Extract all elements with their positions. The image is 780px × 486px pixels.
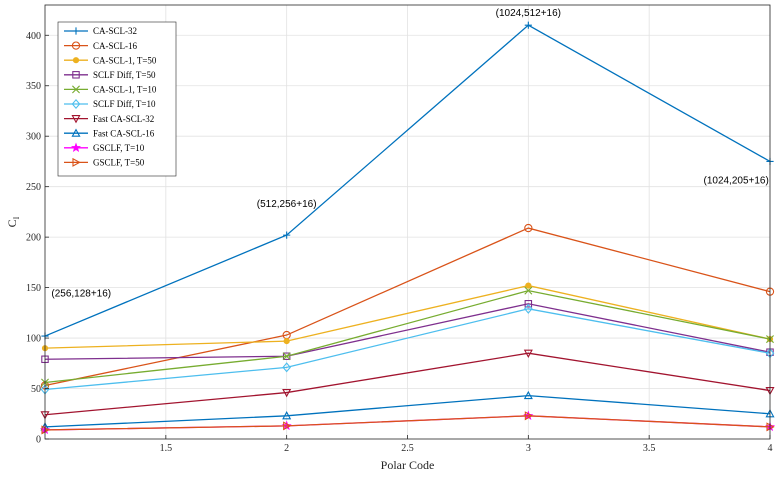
legend-marker [72, 71, 80, 79]
legend-label: GSCLF, T=10 [93, 143, 145, 153]
legend-item: GSCLF, T=50 [64, 158, 145, 168]
annotation-label: (512,256+16) [257, 199, 317, 210]
legend-marker [71, 98, 81, 110]
y-tick-label: 400 [26, 31, 41, 42]
series-line [44, 303, 771, 360]
series-line [44, 284, 771, 349]
x-tick-label: 2.5 [401, 443, 414, 454]
series-line [44, 289, 771, 384]
legend-label: CA-SCL-1, T=50 [93, 55, 157, 65]
legend-marker [71, 41, 81, 50]
legend-marker [72, 57, 80, 64]
axis-ticks: 1.5 2 2.5 3 3.5 4 0 50 100 150 200 250 300 350 400 [26, 31, 773, 454]
x-tick-label: 3.5 [643, 443, 656, 454]
legend-label: Fast CA-SCL-16 [93, 128, 155, 138]
legend-marker [72, 85, 80, 94]
y-tick-label: 0 [36, 435, 41, 446]
legend-label: CA-SCL-16 [93, 41, 138, 51]
y-tick-label: 200 [26, 233, 41, 244]
annotation-label: (256,128+16) [51, 289, 111, 300]
legend: CA-SCL-32 CA-SCL-16 CA-SCL-1, T=50 SCLF Dif… [57, 21, 177, 177]
legend-marker [72, 157, 81, 167]
data-point [283, 337, 290, 345]
data-point [282, 389, 292, 398]
y-tick-label: 350 [26, 81, 41, 92]
y-tick-label: 150 [26, 283, 41, 294]
data-point [282, 362, 291, 373]
legend-marker [72, 27, 80, 35]
legend-marker [71, 115, 81, 124]
data-point [523, 349, 533, 358]
legend-marker [71, 128, 81, 137]
data-point [524, 223, 533, 233]
legend-item: SCLF Diff, T=50 [64, 70, 156, 80]
data-point [283, 231, 291, 239]
legend-item: GSCLF, T=10 [64, 142, 145, 153]
data-point [282, 411, 292, 420]
annotation-label: (1024,512+16) [496, 8, 561, 19]
y-axis-label-main: C [5, 219, 19, 227]
x-axis-label: Polar Code [381, 458, 435, 472]
y-tick-label: 50 [31, 384, 41, 395]
x-tick-label: 4 [768, 443, 773, 454]
legend-item: CA-SCL-32 [64, 26, 137, 36]
data-point [524, 286, 533, 295]
series-line [44, 415, 771, 431]
y-axis-label-subscript: I [12, 216, 21, 219]
x-tick-label: 1.5 [160, 443, 173, 454]
annotations: (256,128+16) (512,256+16) (1024,512+16) (10… [51, 8, 768, 300]
legend-item: Fast CA-SCL-32 [64, 114, 154, 124]
series-5 [40, 303, 775, 395]
series-line [44, 394, 771, 428]
series-line [44, 352, 771, 416]
legend-label: SCLF Diff, T=50 [93, 70, 156, 80]
x-tick-label: 3 [526, 443, 531, 454]
data-point [283, 421, 292, 431]
legend-item: Fast CA-SCL-16 [64, 128, 155, 138]
legend-label: GSCLF, T=50 [93, 158, 145, 168]
data-point [524, 303, 533, 314]
series-line [44, 227, 771, 387]
legend-label: CA-SCL-32 [93, 26, 137, 36]
data-point [282, 352, 291, 361]
data-point [525, 282, 532, 289]
legend-label: CA-SCL-1, T=10 [93, 85, 157, 95]
legend-item: CA-SCL-16 [64, 41, 138, 51]
series-line [44, 308, 771, 391]
legend-marker [71, 142, 81, 153]
y-axis-label: CI [5, 216, 21, 227]
y-tick-label: 300 [26, 132, 41, 143]
legend-label: SCLF Diff, T=10 [93, 99, 156, 109]
data-point [524, 411, 534, 421]
legend-label: Fast CA-SCL-32 [93, 114, 154, 124]
legend-item: CA-SCL-1, T=10 [64, 85, 157, 95]
legend-item: CA-SCL-1, T=50 [64, 55, 157, 65]
y-tick-label: 100 [26, 334, 41, 345]
data-point [524, 300, 533, 308]
data-point [524, 21, 532, 29]
y-tick-label: 250 [26, 182, 41, 193]
data-point [523, 390, 533, 400]
series-line [44, 24, 771, 337]
legend-item: SCLF Diff, T=10 [64, 98, 156, 110]
x-tick-label: 2 [284, 443, 289, 454]
annotation-label: (1024,205+16) [703, 176, 768, 187]
